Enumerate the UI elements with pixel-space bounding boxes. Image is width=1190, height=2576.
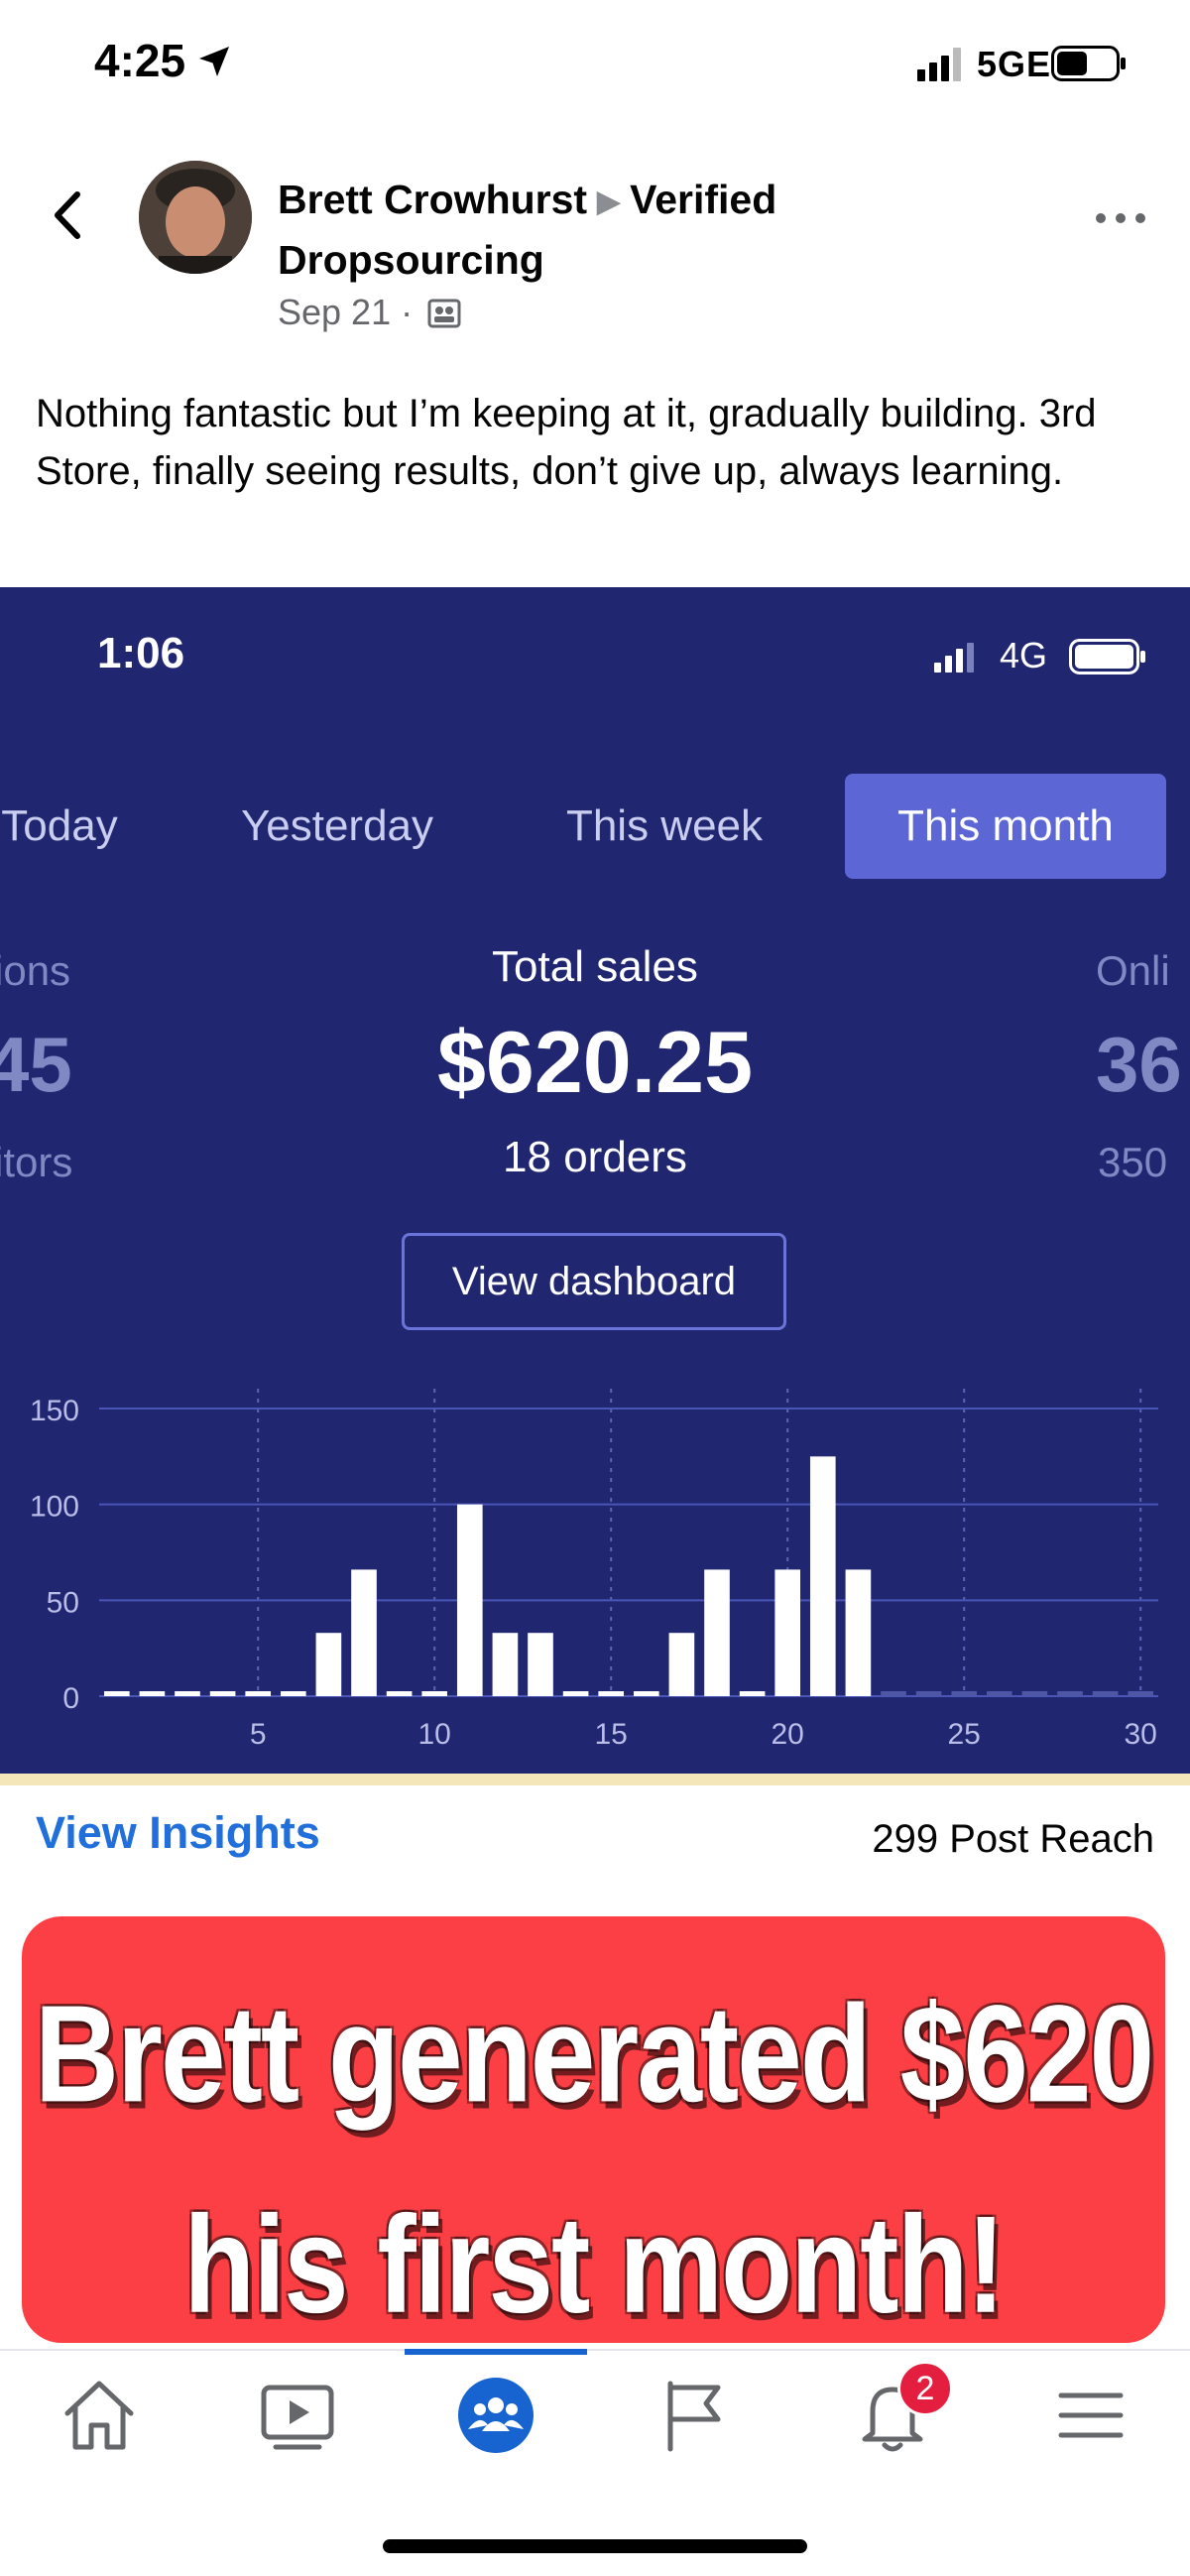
chart-bar bbox=[175, 1691, 200, 1696]
chart-bar bbox=[245, 1691, 272, 1696]
chart-bar bbox=[315, 1633, 342, 1696]
chart-bar bbox=[456, 1504, 483, 1696]
pages-flag-icon[interactable] bbox=[654, 2376, 734, 2455]
view-dashboard-button[interactable]: View dashboard bbox=[402, 1233, 786, 1330]
chart-xtick-label: 15 bbox=[595, 1718, 628, 1751]
chart-bar bbox=[528, 1633, 553, 1696]
orders-count: 18 orders bbox=[503, 1133, 687, 1181]
image-bottom-border bbox=[0, 1774, 1190, 1785]
menu-icon[interactable] bbox=[1051, 2376, 1130, 2455]
nav-active-indicator bbox=[405, 2349, 587, 2355]
chart-bar bbox=[1021, 1691, 1048, 1696]
banner-line-2: his first month! bbox=[183, 2187, 1006, 2343]
chart-bar bbox=[915, 1691, 942, 1696]
view-insights-link[interactable]: View Insights bbox=[36, 1807, 320, 1858]
group-audience-icon bbox=[427, 299, 461, 328]
right-metric-value: 36 bbox=[1096, 1021, 1182, 1108]
sales-bar-chart: 0 50 100 150 5 10 15 20 25 30 bbox=[30, 1389, 1158, 1751]
nav-divider bbox=[0, 2349, 1190, 2351]
banner-line-1: Brett generated $620 bbox=[34, 1977, 1154, 2133]
notification-badge: 2 bbox=[897, 2361, 953, 2416]
embedded-signal-icon bbox=[934, 643, 974, 673]
right-metric-sub: 350 bbox=[1098, 1139, 1168, 1185]
chart-bar bbox=[1128, 1691, 1154, 1696]
chart-bar bbox=[280, 1691, 306, 1696]
chart-xtick-label: 20 bbox=[772, 1718, 804, 1751]
chart-ytick-label: 0 bbox=[62, 1682, 79, 1715]
chart-bar bbox=[209, 1691, 236, 1696]
post-date[interactable]: Sep 21 · bbox=[278, 292, 414, 332]
battery-icon bbox=[1051, 46, 1126, 81]
total-sales-label: Total sales bbox=[492, 942, 698, 991]
total-sales-value: $620.25 bbox=[436, 1013, 754, 1111]
home-indicator[interactable] bbox=[383, 2539, 807, 2553]
signal-icon bbox=[917, 48, 961, 81]
chart-ytick-label: 100 bbox=[30, 1491, 79, 1524]
chart-ytick-label: 50 bbox=[47, 1586, 79, 1619]
chart-bar bbox=[668, 1633, 695, 1696]
post-author[interactable]: Brett Crowhurst ▶ Verified Dropsourcing bbox=[278, 171, 952, 289]
chart-bar bbox=[1092, 1691, 1119, 1696]
tab-today[interactable]: Today bbox=[1, 801, 118, 850]
chart-bar bbox=[633, 1691, 659, 1696]
home-icon[interactable] bbox=[60, 2376, 139, 2455]
chart-bar bbox=[704, 1569, 730, 1696]
chart-bar bbox=[386, 1691, 413, 1696]
promo-banner-text: Brett generated $620 his first month! bbox=[22, 1949, 1165, 2371]
chart-xtick-label: 30 bbox=[1125, 1718, 1157, 1751]
back-icon[interactable] bbox=[48, 190, 87, 240]
chart-xtick-label: 10 bbox=[418, 1718, 451, 1751]
right-metric-label: Onli bbox=[1096, 947, 1170, 994]
post-reach: 299 Post Reach bbox=[872, 1817, 1154, 1861]
video-icon[interactable] bbox=[258, 2376, 337, 2455]
triangle-right-icon: ▶ bbox=[597, 185, 621, 219]
chart-ytick-label: 150 bbox=[30, 1395, 79, 1427]
chart-bar bbox=[562, 1691, 589, 1696]
left-metric-sub: itors bbox=[0, 1139, 73, 1185]
chart-xtick-label: 5 bbox=[250, 1718, 267, 1751]
promo-banner bbox=[22, 1916, 1165, 2343]
chart-bar bbox=[986, 1691, 1012, 1696]
chart-bar bbox=[774, 1569, 801, 1696]
chart-bar bbox=[421, 1691, 448, 1696]
chart-bar bbox=[103, 1691, 130, 1696]
chart-bar bbox=[739, 1691, 766, 1696]
post-text: Nothing fantastic but I’m keeping at it,… bbox=[36, 392, 1097, 493]
chart-bar bbox=[139, 1691, 166, 1696]
author-avatar[interactable] bbox=[139, 161, 252, 274]
chart-bar bbox=[598, 1691, 625, 1696]
embedded-network-label: 4G bbox=[1000, 635, 1048, 675]
left-metric-value: 45 bbox=[0, 1021, 72, 1108]
more-options-icon[interactable] bbox=[1091, 203, 1150, 233]
network-label: 5GE bbox=[977, 44, 1052, 84]
tab-this-week[interactable]: This week bbox=[565, 801, 764, 850]
chart-bar bbox=[809, 1456, 836, 1696]
chart-bar bbox=[1057, 1691, 1083, 1696]
chart-bar bbox=[351, 1569, 377, 1696]
left-metric-label: ions bbox=[0, 947, 71, 994]
embedded-battery-icon bbox=[1069, 639, 1145, 675]
chart-bar bbox=[492, 1633, 519, 1696]
groups-icon[interactable] bbox=[456, 2376, 536, 2455]
status-time: 4:25 bbox=[94, 35, 186, 86]
tab-this-month[interactable]: This month bbox=[845, 774, 1166, 879]
chart-bar bbox=[881, 1691, 906, 1696]
chart-bar bbox=[845, 1569, 872, 1696]
tab-yesterday[interactable]: Yesterday bbox=[240, 801, 434, 850]
avatar-image bbox=[139, 161, 252, 274]
group-name[interactable]: Verified Dropsourcing bbox=[278, 177, 777, 284]
location-arrow-icon bbox=[199, 47, 229, 76]
embedded-status-time: 1:06 bbox=[97, 629, 185, 677]
chart-bar bbox=[951, 1691, 978, 1696]
author-name[interactable]: Brett Crowhurst bbox=[278, 177, 588, 222]
chart-xtick-label: 25 bbox=[948, 1718, 981, 1751]
